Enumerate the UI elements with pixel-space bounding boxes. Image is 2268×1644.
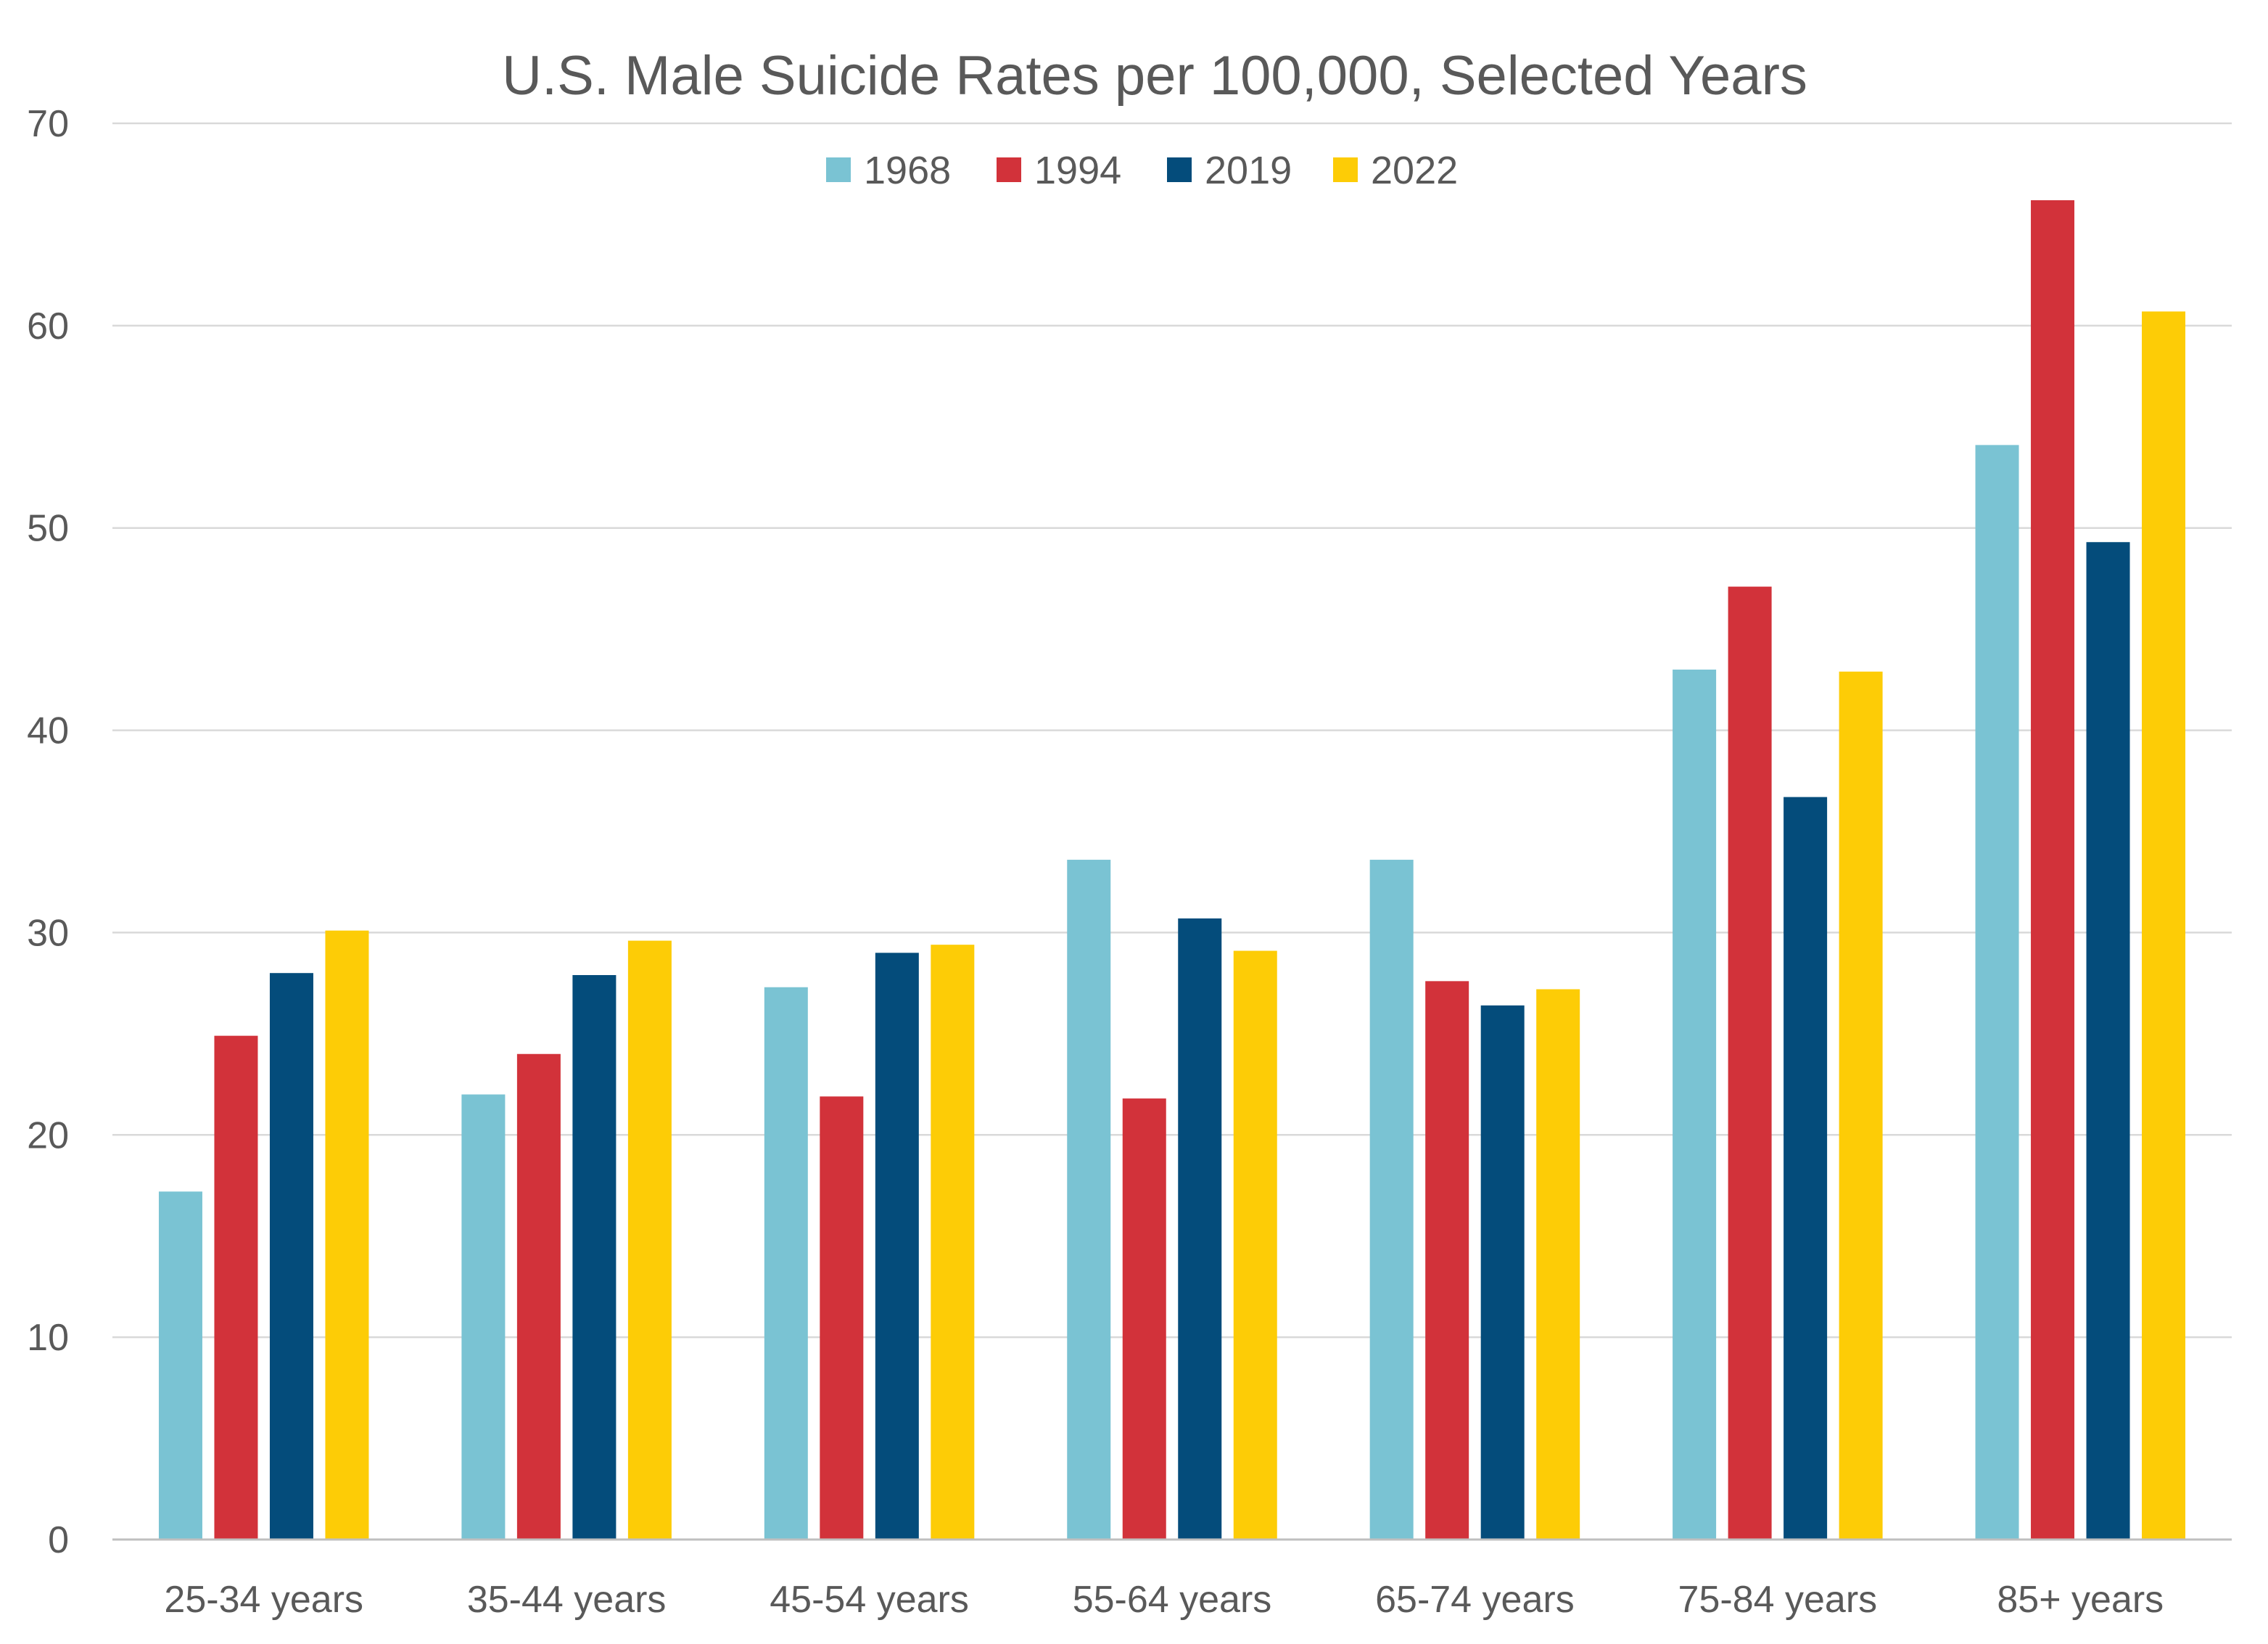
legend-swatch bbox=[1167, 157, 1192, 182]
legend-swatch bbox=[826, 157, 851, 182]
bar-1994-55-64-years bbox=[1122, 1098, 1166, 1540]
bars bbox=[158, 200, 2186, 1540]
legend-label: 1968 bbox=[864, 149, 951, 192]
x-tick-label: 65-74 years bbox=[1375, 1579, 1575, 1621]
legend-item-2022: 2022 bbox=[1333, 149, 1458, 192]
y-tick-label: 0 bbox=[48, 1519, 69, 1561]
bar-1968-75-84-years bbox=[1673, 669, 1717, 1540]
x-axis-tick-labels: 25-34 years 35-44 years 45-54 years 55-64 y… bbox=[164, 1579, 2164, 1621]
y-tick-label: 70 bbox=[27, 103, 69, 145]
legend-swatch bbox=[1333, 157, 1358, 182]
bar-2019-55-64-years bbox=[1178, 918, 1222, 1540]
legend-swatch bbox=[997, 157, 1021, 182]
y-tick-label: 60 bbox=[27, 305, 69, 348]
bar-1968-65-74-years bbox=[1369, 860, 1414, 1540]
bar-2019-75-84-years bbox=[1784, 797, 1828, 1540]
y-tick-label: 40 bbox=[27, 710, 69, 752]
x-tick-label: 25-34 years bbox=[164, 1579, 363, 1621]
bar-1968-85-years bbox=[1975, 445, 2019, 1540]
bar-2019-65-74-years bbox=[1480, 1005, 1525, 1540]
bar-2019-35-44-years bbox=[572, 974, 617, 1540]
bar-2022-55-64-years bbox=[1233, 950, 1277, 1540]
bar-1994-25-34-years bbox=[214, 1035, 258, 1540]
legend-label: 2022 bbox=[1371, 149, 1458, 192]
y-axis-tick-labels: 0 10 20 30 40 50 60 70 bbox=[27, 103, 69, 1561]
bar-1968-35-44-years bbox=[461, 1094, 506, 1540]
x-tick-label: 85+ years bbox=[1997, 1579, 2164, 1621]
bar-2019-25-34-years bbox=[269, 973, 313, 1540]
bar-1994-65-74-years bbox=[1425, 981, 1469, 1540]
legend-item-2019: 2019 bbox=[1167, 149, 1292, 192]
x-tick-label: 75-84 years bbox=[1678, 1579, 1878, 1621]
legend-item-1994: 1994 bbox=[997, 149, 1121, 192]
bar-1968-25-34-years bbox=[158, 1191, 202, 1540]
legend-item-1968: 1968 bbox=[826, 149, 951, 192]
bar-2022-35-44-years bbox=[627, 940, 672, 1540]
bar-1994-75-84-years bbox=[1728, 586, 1772, 1540]
y-tick-label: 50 bbox=[27, 508, 69, 550]
bar-2019-85-years bbox=[2086, 542, 2130, 1540]
bar-1968-45-54-years bbox=[764, 987, 808, 1540]
bar-2019-45-54-years bbox=[875, 953, 919, 1540]
x-tick-label: 35-44 years bbox=[467, 1579, 667, 1621]
bar-1994-45-54-years bbox=[820, 1096, 864, 1540]
y-tick-label: 20 bbox=[27, 1114, 69, 1156]
x-tick-label: 55-64 years bbox=[1073, 1579, 1272, 1621]
y-tick-label: 10 bbox=[27, 1317, 69, 1359]
legend-label: 2019 bbox=[1205, 149, 1292, 192]
gridlines bbox=[112, 122, 2232, 1339]
bar-2022-75-84-years bbox=[1839, 671, 1883, 1540]
bar-2022-25-34-years bbox=[325, 930, 369, 1540]
bar-1968-55-64-years bbox=[1067, 860, 1111, 1540]
x-tick-label: 45-54 years bbox=[770, 1579, 969, 1621]
bar-2022-85-years bbox=[2142, 311, 2186, 1540]
bar-1994-35-44-years bbox=[516, 1053, 561, 1540]
chart-title: U.S. Male Suicide Rates per 100,000, Sel… bbox=[502, 45, 1807, 107]
y-tick-label: 30 bbox=[27, 912, 69, 954]
bar-2022-45-54-years bbox=[931, 945, 975, 1540]
legend-label: 1994 bbox=[1034, 149, 1121, 192]
bar-2022-65-74-years bbox=[1536, 989, 1580, 1540]
bar-1994-85-years bbox=[2031, 200, 2075, 1540]
legend: 1968 1994 2019 2022 bbox=[826, 149, 1458, 192]
